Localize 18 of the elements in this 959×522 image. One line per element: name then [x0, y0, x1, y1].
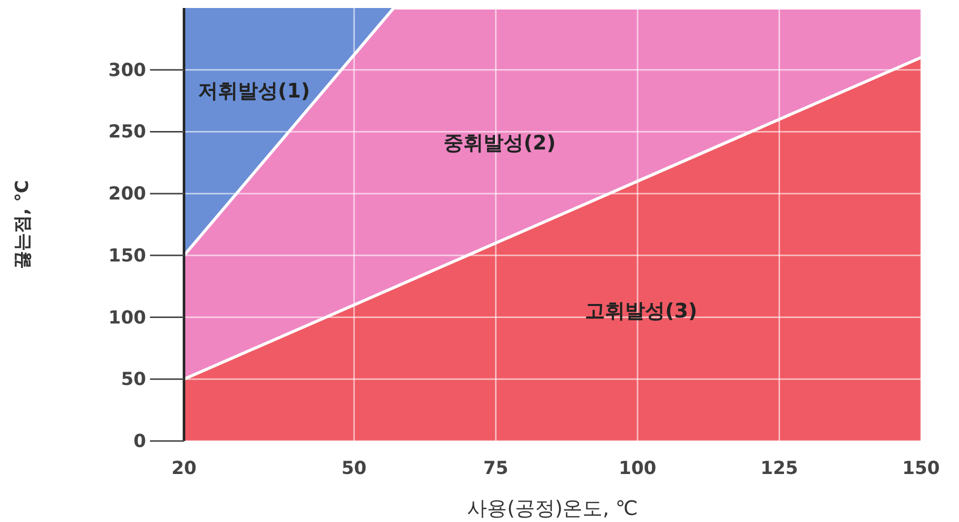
- x-axis-title: 사용(공정)온도, ℃: [467, 496, 638, 520]
- y-tick-label: 250: [108, 122, 146, 143]
- series-label: 고휘발성(3): [585, 298, 698, 322]
- x-tick-label: 150: [902, 458, 940, 479]
- y-tick-label: 300: [108, 60, 146, 81]
- y-tick-label: 0: [133, 431, 146, 452]
- series-label: 저휘발성(1): [198, 78, 310, 102]
- y-tick-label: 150: [108, 245, 146, 266]
- x-tick-label: 75: [483, 458, 508, 479]
- y-tick-label: 100: [108, 307, 146, 328]
- x-tick-label: 125: [760, 458, 798, 479]
- x-tick-label: 100: [618, 458, 656, 479]
- y-tick-label: 200: [108, 184, 146, 205]
- x-tick-label: 50: [342, 458, 367, 479]
- y-axis-title: 끓는점, ℃: [12, 180, 33, 269]
- x-tick-label: 20: [171, 458, 197, 479]
- series-label: 중휘발성(2): [444, 130, 556, 154]
- y-tick-label: 50: [120, 369, 146, 390]
